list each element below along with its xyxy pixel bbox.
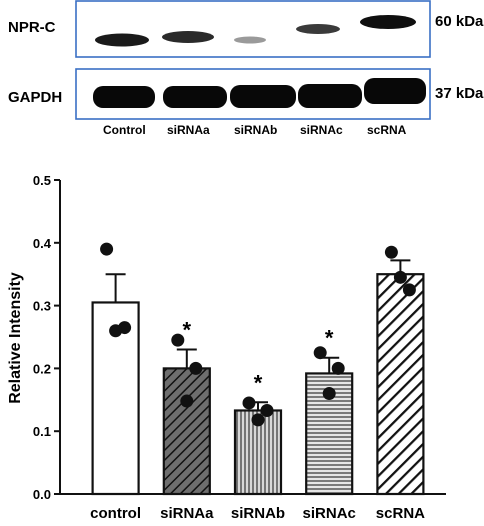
lane-label-control: Control [103,123,146,137]
y-tick-label-4: 0.4 [33,236,52,251]
gapdh-label: GAPDH [8,89,62,106]
data-point-siRNAb-0 [242,396,256,410]
lane-label-sirnaa: siRNAa [167,123,210,137]
lane-label-scrna: scRNA [367,123,407,137]
data-point-control-2 [109,324,123,338]
category-label-siRNAb: siRNAb [231,505,285,522]
y-axis-title: Relative Intensity [7,272,24,404]
bar-scRNA [376,273,425,496]
data-point-control-0 [100,242,114,256]
npr-c-label: NPR-C [8,19,56,36]
lane-label-sirnac: siRNAc [300,123,343,137]
data-point-siRNAc-1 [331,361,345,375]
npr-c-mw-label: 60 kDa [435,13,484,30]
band-sirnaa-npr-c [162,31,214,43]
data-point-siRNAa-0 [171,333,185,347]
category-label-control: control [90,505,141,522]
significance-star-siRNAb: * [254,370,263,395]
data-point-scRNA-2 [393,270,407,284]
significance-star-siRNAa: * [183,318,192,343]
band-scrna-npr-c [360,15,416,29]
band-sirnab-npr-c [234,36,266,44]
gapdh-bands [93,78,426,108]
category-label-siRNAc: siRNAc [303,505,356,522]
category-labels: control siRNAa siRNAb siRNAc scRNA [90,505,425,522]
data-point-scRNA-0 [384,245,398,259]
band-sirnab-gapdh [230,85,296,108]
band-scrna-gapdh [364,78,426,104]
band-sirnaa-gapdh [163,86,227,108]
y-tick-label-1: 0.1 [33,424,51,439]
band-control-gapdh [93,86,155,108]
band-sirnac-gapdh [298,84,362,108]
significance-star-siRNAc: * [325,326,334,351]
data-point-siRNAc-0 [313,346,327,360]
gapdh-mw-label: 37 kDa [435,85,484,102]
category-label-scRNA: scRNA [376,505,425,522]
category-label-siRNAa: siRNAa [160,505,214,522]
npr-c-blot-frame [75,0,431,58]
error-bars [105,259,411,411]
y-tick-label-5: 0.5 [33,173,51,188]
data-point-scRNA-1 [402,283,416,297]
lane-label-sirnab: siRNAb [234,123,277,137]
data-point-siRNAa-2 [180,394,194,408]
data-point-siRNAa-1 [189,361,203,375]
y-tick-label-0: 0.0 [33,487,51,502]
data-points [100,242,416,427]
data-point-siRNAb-2 [251,413,265,427]
npr-c-bands [95,15,416,47]
y-tick-label-3: 0.3 [33,299,51,314]
western-blot: NPR-C GAPDH 60 kDa 37 kDa Control siRNAa… [8,0,484,137]
bar-siRNAa [162,367,211,496]
data-point-siRNAc-2 [322,387,336,401]
bar-chart: Relative Intensity 0.00.10.20.30.40.5 **… [7,173,446,522]
y-tick-label-2: 0.2 [33,361,51,376]
band-control-npr-c [95,33,149,47]
lane-labels: Control siRNAa siRNAb siRNAc scRNA [103,123,407,137]
significance-markers: * * * [183,318,334,396]
y-axis: 0.0 0.1 0.2 0.3 0.4 0.5 [33,173,61,502]
band-sirnac-npr-c [296,24,340,34]
data-point-siRNAb-1 [260,403,274,417]
